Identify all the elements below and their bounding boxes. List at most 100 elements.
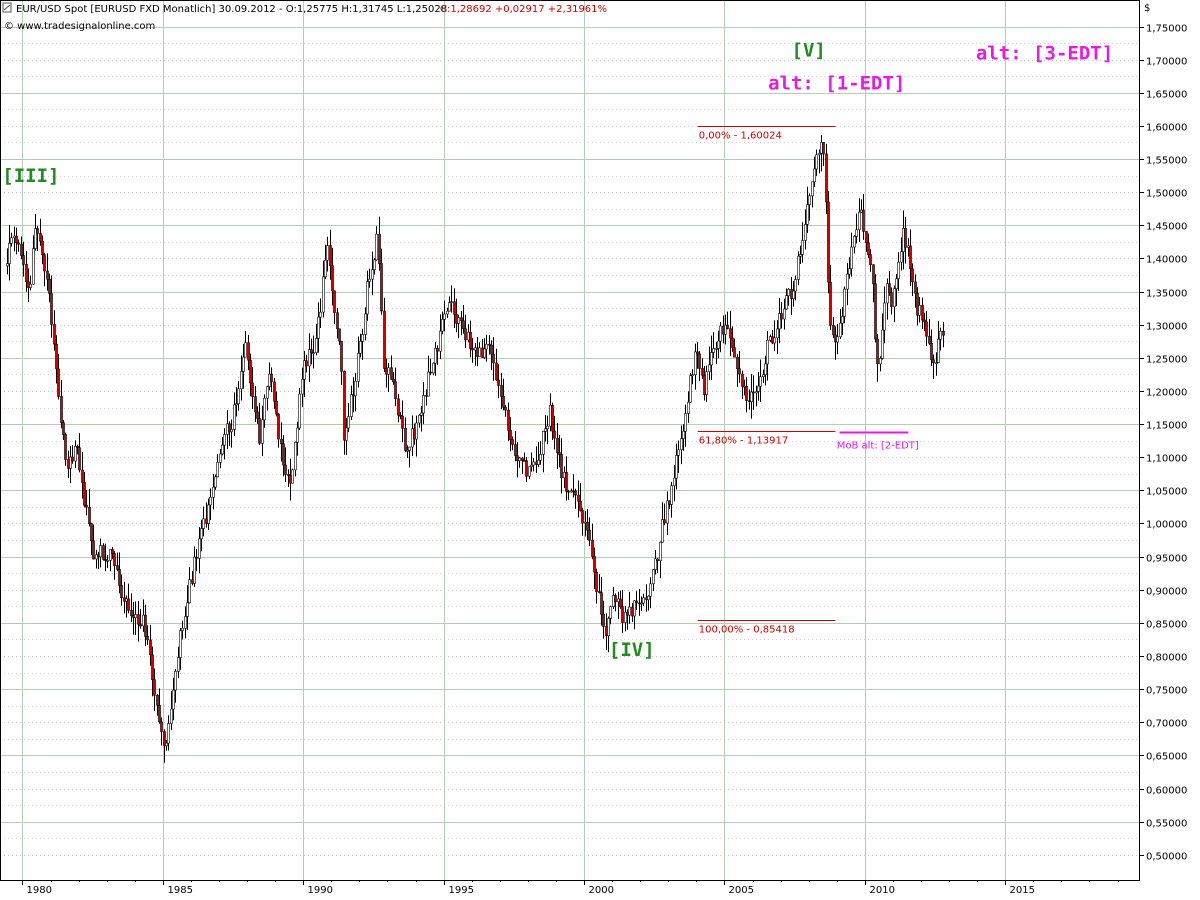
candle-up [364,313,367,335]
candle-up [794,279,797,292]
candle-up [750,391,753,403]
price-tick-label: 1,50000 [1146,189,1187,200]
candle-up [773,337,776,344]
candle-down [151,654,154,680]
candle-up [762,374,765,378]
candle-up [361,334,364,342]
candle-up [357,353,360,382]
candle-down [340,340,343,372]
candle-down [163,731,166,747]
candle-down [153,679,156,696]
price-tick-label: 1,00000 [1146,520,1187,531]
candle-down [329,245,332,267]
candle-down [556,437,559,453]
copyright-text: © www.tradesignalonline.com [4,21,155,32]
candle-up [214,476,217,488]
price-tick-label: 1,55000 [1146,156,1187,167]
candle-down [565,472,568,492]
candle-up [303,360,306,380]
candle-down [827,201,830,283]
candle-down [869,254,872,265]
candle-down [380,263,383,312]
candle-down [469,331,472,349]
candle-up [783,308,786,320]
candle-down [378,233,381,264]
candle-up [895,278,898,289]
candle-down [191,579,194,584]
candle-up [29,283,32,288]
candle-up [216,462,219,478]
candle-up [223,434,226,446]
candle-up [841,316,844,324]
candle-down [48,279,51,294]
candle-up [886,283,889,304]
candle-down [43,254,46,272]
candle-up [69,456,72,469]
candle-up [935,362,938,364]
candle-down [404,428,407,451]
candle-up [422,395,425,414]
wave-label: alt: [3-EDT] [976,43,1113,65]
candle-up [434,347,437,364]
candle-down [462,320,465,330]
candle-down [256,411,259,419]
candle-down [591,539,594,557]
candle-down [507,409,510,431]
candle-down [60,396,63,423]
time-tick-label: 1985 [168,885,193,896]
candle-down [160,721,163,732]
candle-up [937,338,940,363]
candle-down [123,597,126,602]
candle-down [888,283,891,294]
candle-up [647,595,650,601]
candle-up [10,237,13,244]
candle-down [916,292,919,316]
price-tick-label: 1,65000 [1146,90,1187,101]
candle-up [109,549,112,561]
candle-up [799,254,802,257]
candle-down [144,614,147,637]
candle-up [628,606,631,616]
candle-up [719,325,722,342]
candle-down [249,359,252,384]
candle-up [408,446,411,451]
candle-down [726,324,729,329]
candle-up [691,374,694,377]
candle-up [375,233,378,261]
candle-up [649,583,652,597]
wave-label: [III] [2,165,59,187]
candle-up [855,229,858,237]
time-axis: 1980 1985 1990 1995 2000 2005 2010 2015 [22,880,1119,896]
candle-down [663,519,666,524]
candle-down [22,255,25,265]
candle-up [757,385,760,392]
candle-down [500,385,503,397]
candle-up [808,195,811,205]
candle-up [811,181,814,197]
candle-up [347,416,350,429]
candle-down [497,379,500,386]
candle-down [942,330,945,336]
candle-down [55,343,58,370]
candle-down [495,362,498,381]
candle-up [715,348,718,350]
candle-up [675,455,678,479]
candle-up [179,630,182,658]
candle-up [448,302,451,312]
candle-down [50,293,53,325]
candle-down [71,456,74,462]
candle-down [822,142,825,155]
candle-up [441,319,444,332]
candle-up [418,414,421,424]
candle-up [170,708,173,724]
candle-up [893,288,896,308]
candle-up [546,425,549,430]
candle-down [656,558,659,562]
candle-down [120,585,123,599]
candle-up [530,464,533,467]
candle-up [95,554,98,560]
candle-down [567,490,570,493]
mob-label: MoB alt: [2-EDT] [837,441,919,452]
candle-down [67,459,70,469]
candle-down [602,613,605,627]
